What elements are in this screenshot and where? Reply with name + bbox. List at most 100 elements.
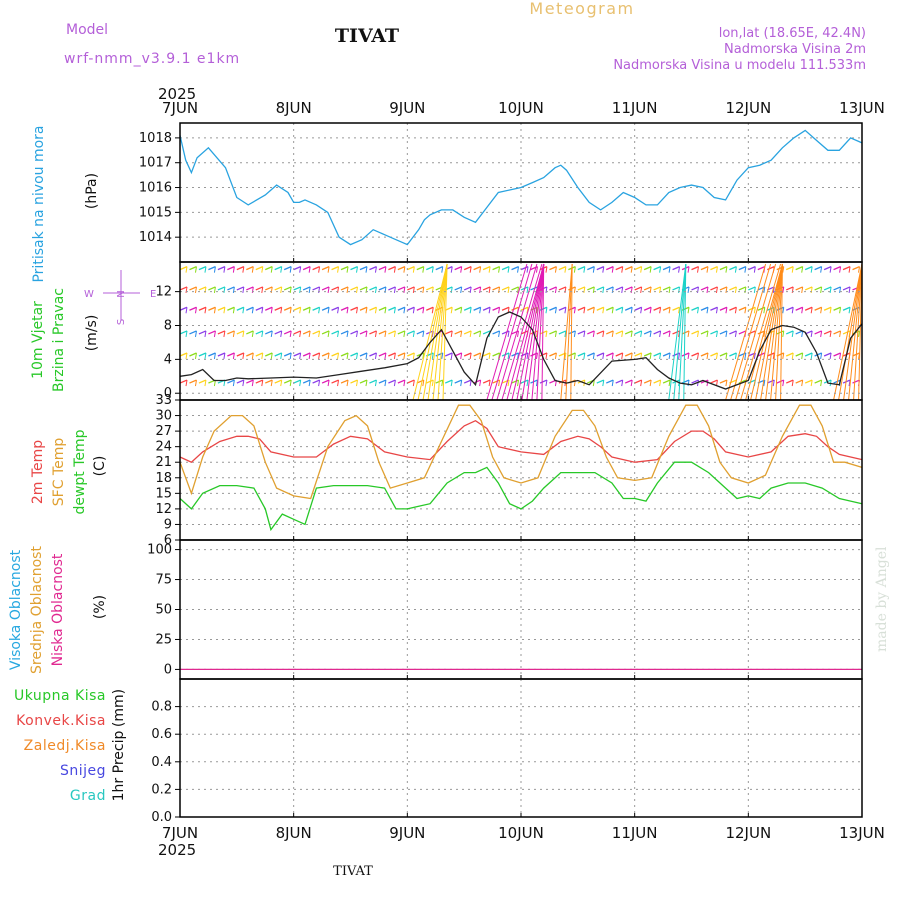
wind-barb <box>738 266 747 271</box>
wind-barb <box>346 286 349 294</box>
wind-barb <box>270 379 273 387</box>
wind-barb <box>450 307 453 314</box>
wind-hatch <box>755 263 783 401</box>
wind-barb <box>204 330 207 338</box>
wind-barb <box>242 352 245 360</box>
wind-barb <box>236 379 245 384</box>
wind-barb <box>189 266 197 271</box>
wind-barb <box>198 266 207 271</box>
wind-barb <box>820 286 823 294</box>
wind-barb <box>678 266 681 273</box>
wind-hatch <box>496 263 538 401</box>
wind-barb <box>782 330 785 338</box>
wind-barb <box>691 330 699 335</box>
wind-barb <box>340 306 349 311</box>
wind-barb <box>615 352 623 357</box>
wind-barb <box>577 286 586 291</box>
wind-barb <box>403 352 406 360</box>
wind-barb <box>261 307 264 314</box>
wind-barb <box>814 352 822 357</box>
wind-barb <box>179 330 188 335</box>
x-tick-label-top: 8JUN <box>276 99 312 117</box>
wind-barb <box>719 379 728 384</box>
wind-hatch <box>833 263 863 401</box>
temperature-frame <box>179 399 863 541</box>
wind-barb <box>223 352 226 360</box>
wind-barb <box>374 266 377 273</box>
wind-barb <box>407 266 415 271</box>
wind-barb <box>706 286 709 294</box>
wind-barb <box>198 306 207 311</box>
wind-barb <box>463 379 472 384</box>
wind-barb <box>596 266 605 271</box>
wind-barb <box>397 286 406 291</box>
wind-barb <box>384 379 387 387</box>
wind-barb <box>653 379 661 384</box>
wind-barb <box>318 352 321 360</box>
wind-barb <box>227 266 235 271</box>
wind-barb <box>378 352 387 357</box>
wind-barb <box>785 379 794 384</box>
wind-barb <box>653 266 661 271</box>
wind-barb <box>782 379 785 387</box>
wind-barb <box>280 379 283 387</box>
wind-barb <box>649 352 652 360</box>
wind-barb <box>444 306 453 311</box>
wind-barb <box>681 379 690 384</box>
wind-barb <box>763 379 766 387</box>
wind-barb <box>785 306 794 311</box>
wind-barb <box>738 286 747 291</box>
wind-barb <box>706 379 709 387</box>
wind-barb <box>473 286 481 291</box>
wind-barb <box>189 330 197 335</box>
wind-barb <box>378 266 387 271</box>
wind-barb <box>412 352 415 360</box>
wind-barb <box>630 352 633 360</box>
wind-barb <box>810 379 813 387</box>
wind-barb <box>687 307 690 314</box>
wind-barb <box>630 266 633 273</box>
wind-barb <box>829 352 832 360</box>
wind-barb <box>340 352 349 357</box>
wind-barb <box>422 352 425 360</box>
wind-barb <box>356 330 358 338</box>
wind-barb <box>369 330 377 335</box>
wind-barb <box>498 307 501 314</box>
wind-barb <box>520 266 529 271</box>
wind-barb <box>407 330 415 335</box>
wind-barb <box>384 266 387 273</box>
wind-barb <box>236 352 245 357</box>
wind-barb <box>615 306 623 311</box>
wind-hatch <box>417 263 448 401</box>
wind-barb <box>710 286 718 291</box>
wind-barb <box>482 330 491 335</box>
wind-barb <box>602 286 605 294</box>
wind-barb <box>293 306 301 311</box>
wind-barb <box>312 352 320 357</box>
wind-barb <box>280 330 283 338</box>
wind-barb <box>454 330 462 335</box>
wind-barb <box>264 352 273 357</box>
wind-barb <box>365 307 368 314</box>
wind-barb <box>450 330 453 338</box>
wind-barb <box>820 266 823 273</box>
temp-ylabel-2: SFC Temp <box>51 438 67 507</box>
wind-hatch <box>683 263 687 401</box>
wind-barb <box>299 286 302 294</box>
cloud-ylabel: Visoka Oblacnost <box>8 549 24 670</box>
footer-station: TIVAT <box>333 864 373 879</box>
wind-barb <box>198 330 207 335</box>
wind-barb <box>321 286 330 291</box>
wind-barb <box>204 266 207 273</box>
wind-barb <box>782 266 785 273</box>
wind-barb <box>662 286 671 291</box>
wind-barb <box>596 379 605 384</box>
wind-barb <box>564 330 567 338</box>
wind-barb <box>640 307 643 314</box>
wind-barb <box>605 379 614 384</box>
wind-barb <box>791 307 794 314</box>
wind-hatch <box>526 263 545 401</box>
wind-barb <box>492 330 500 335</box>
wind-barb <box>592 330 595 338</box>
wind-barb <box>801 379 804 387</box>
